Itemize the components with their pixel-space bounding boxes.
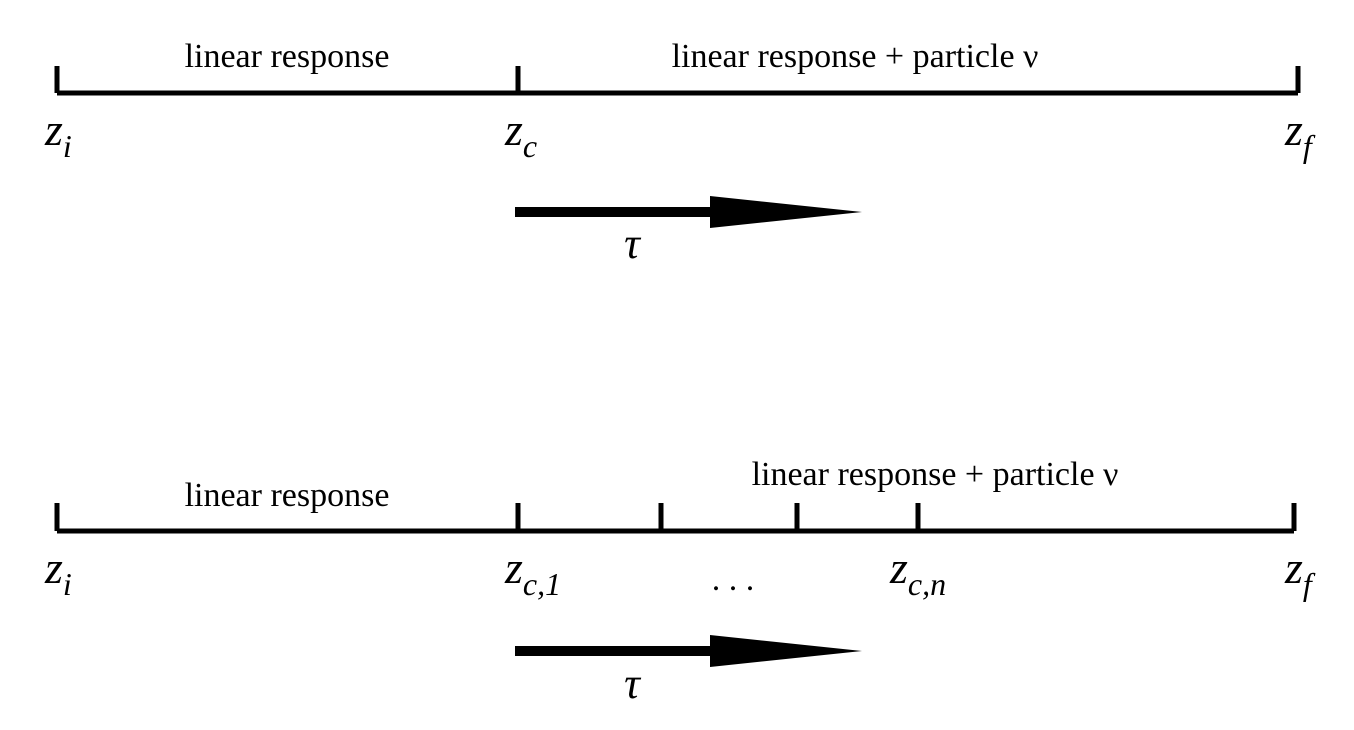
subscript: f — [1303, 128, 1316, 164]
region-label: linear response — [185, 477, 390, 514]
point-label: zi — [44, 104, 72, 164]
arrow-label: τ — [624, 219, 642, 268]
point-label: zf — [1284, 104, 1316, 164]
top-timeline: linear response linear response + partic… — [44, 38, 1316, 268]
subscript: f — [1303, 566, 1316, 602]
arrow-label: τ — [624, 659, 642, 708]
subscript: c,n — [908, 566, 946, 602]
bottom-timeline: linear response linear response + partic… — [44, 456, 1316, 708]
point-label: zf — [1284, 542, 1316, 602]
timeline-axis — [54, 503, 1297, 534]
symbol: z — [504, 542, 523, 593]
point-label: zc,n — [889, 542, 946, 602]
point-label: zc — [504, 104, 537, 164]
subscript: c,1 — [523, 566, 561, 602]
symbol: z — [1284, 542, 1303, 593]
arrow-head — [710, 635, 862, 667]
subscript: i — [63, 128, 72, 164]
symbol: z — [1284, 104, 1303, 155]
point-label: zi — [44, 542, 72, 602]
arrow-head — [710, 196, 862, 228]
timeline-axis — [54, 66, 1301, 96]
subscript: c — [523, 128, 537, 164]
subscript: i — [63, 566, 72, 602]
symbol: z — [504, 104, 523, 155]
symbol: z — [44, 542, 63, 593]
symbol: z — [889, 542, 908, 593]
region-label: linear response — [185, 38, 390, 75]
region-label: linear response + particle ν — [752, 456, 1119, 493]
region-label: linear response + particle ν — [672, 38, 1039, 75]
arrow-shaft — [515, 207, 715, 217]
point-label: zc,1 — [504, 542, 561, 602]
ellipsis: . . . — [712, 561, 755, 598]
arrow-shaft — [515, 646, 715, 656]
symbol: z — [44, 104, 63, 155]
